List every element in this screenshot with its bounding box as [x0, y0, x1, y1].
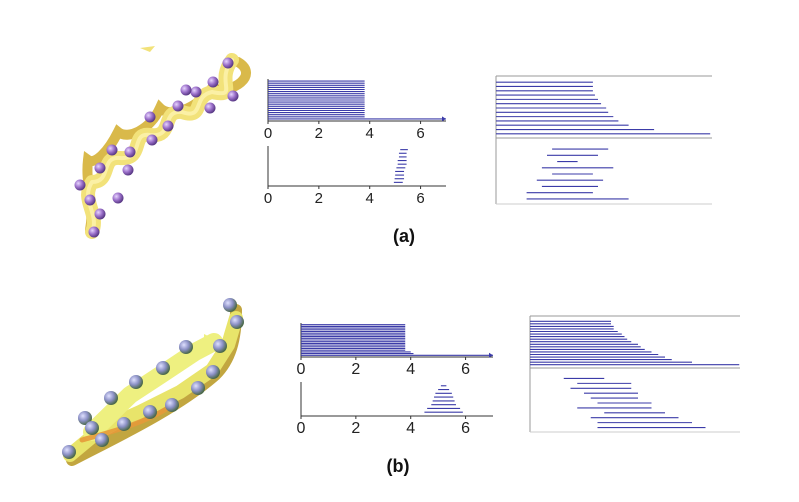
- panel-b-plots: 0 2 4 6 0 2 4 6: [297, 315, 740, 437]
- x-tick-label: 4: [366, 190, 374, 207]
- x-tick-label: 6: [416, 190, 424, 207]
- helix-molecule-image: [74, 46, 251, 239]
- panel-a-barcode: [495, 75, 712, 205]
- x-tick-label: 4: [406, 361, 415, 378]
- x-tick-label: 2: [351, 361, 360, 378]
- panel-a-plots: 0 2 4 6 0 2 4 6: [264, 75, 712, 207]
- x-tick-label: 6: [461, 420, 470, 437]
- x-tick-label: 2: [351, 420, 360, 437]
- x-tick-label: 6: [416, 125, 424, 142]
- helix-tip: [140, 46, 155, 52]
- x-tick-label: 0: [297, 361, 306, 378]
- x-tick-label: 0: [297, 420, 306, 437]
- x-tick-label: 2: [315, 125, 323, 142]
- helix-atoms: [74, 57, 239, 238]
- bar-arrowhead: [442, 116, 446, 122]
- x-tick-label: 4: [406, 420, 415, 437]
- x-tick-label: 4: [366, 125, 374, 142]
- x-tick-label: 0: [264, 190, 272, 207]
- sheet-atoms: [62, 298, 244, 459]
- panel-a-persistence-bottom: 0 2 4 6: [264, 146, 446, 207]
- x-tick-label: 6: [461, 361, 470, 378]
- panel-b-persistence-bottom: 0 2 4 6: [297, 382, 493, 437]
- panel-b-persistence-top: 0 2 4 6: [297, 323, 493, 378]
- x-tick-label: 0: [264, 125, 272, 142]
- x-tick-label: 2: [315, 190, 323, 207]
- plots: 0 2 4 6 0 2 4 6 0 2 4 6 0 2 4 6: [264, 75, 740, 437]
- bar-arrowhead: [489, 352, 493, 358]
- panel-b-barcode: [529, 315, 740, 433]
- panel-label-a: (a): [393, 226, 415, 246]
- panel-a-persistence-top: 0 2 4 6: [264, 79, 446, 142]
- panel-label-b: (b): [387, 456, 410, 476]
- sheet-molecule-image: [62, 298, 244, 466]
